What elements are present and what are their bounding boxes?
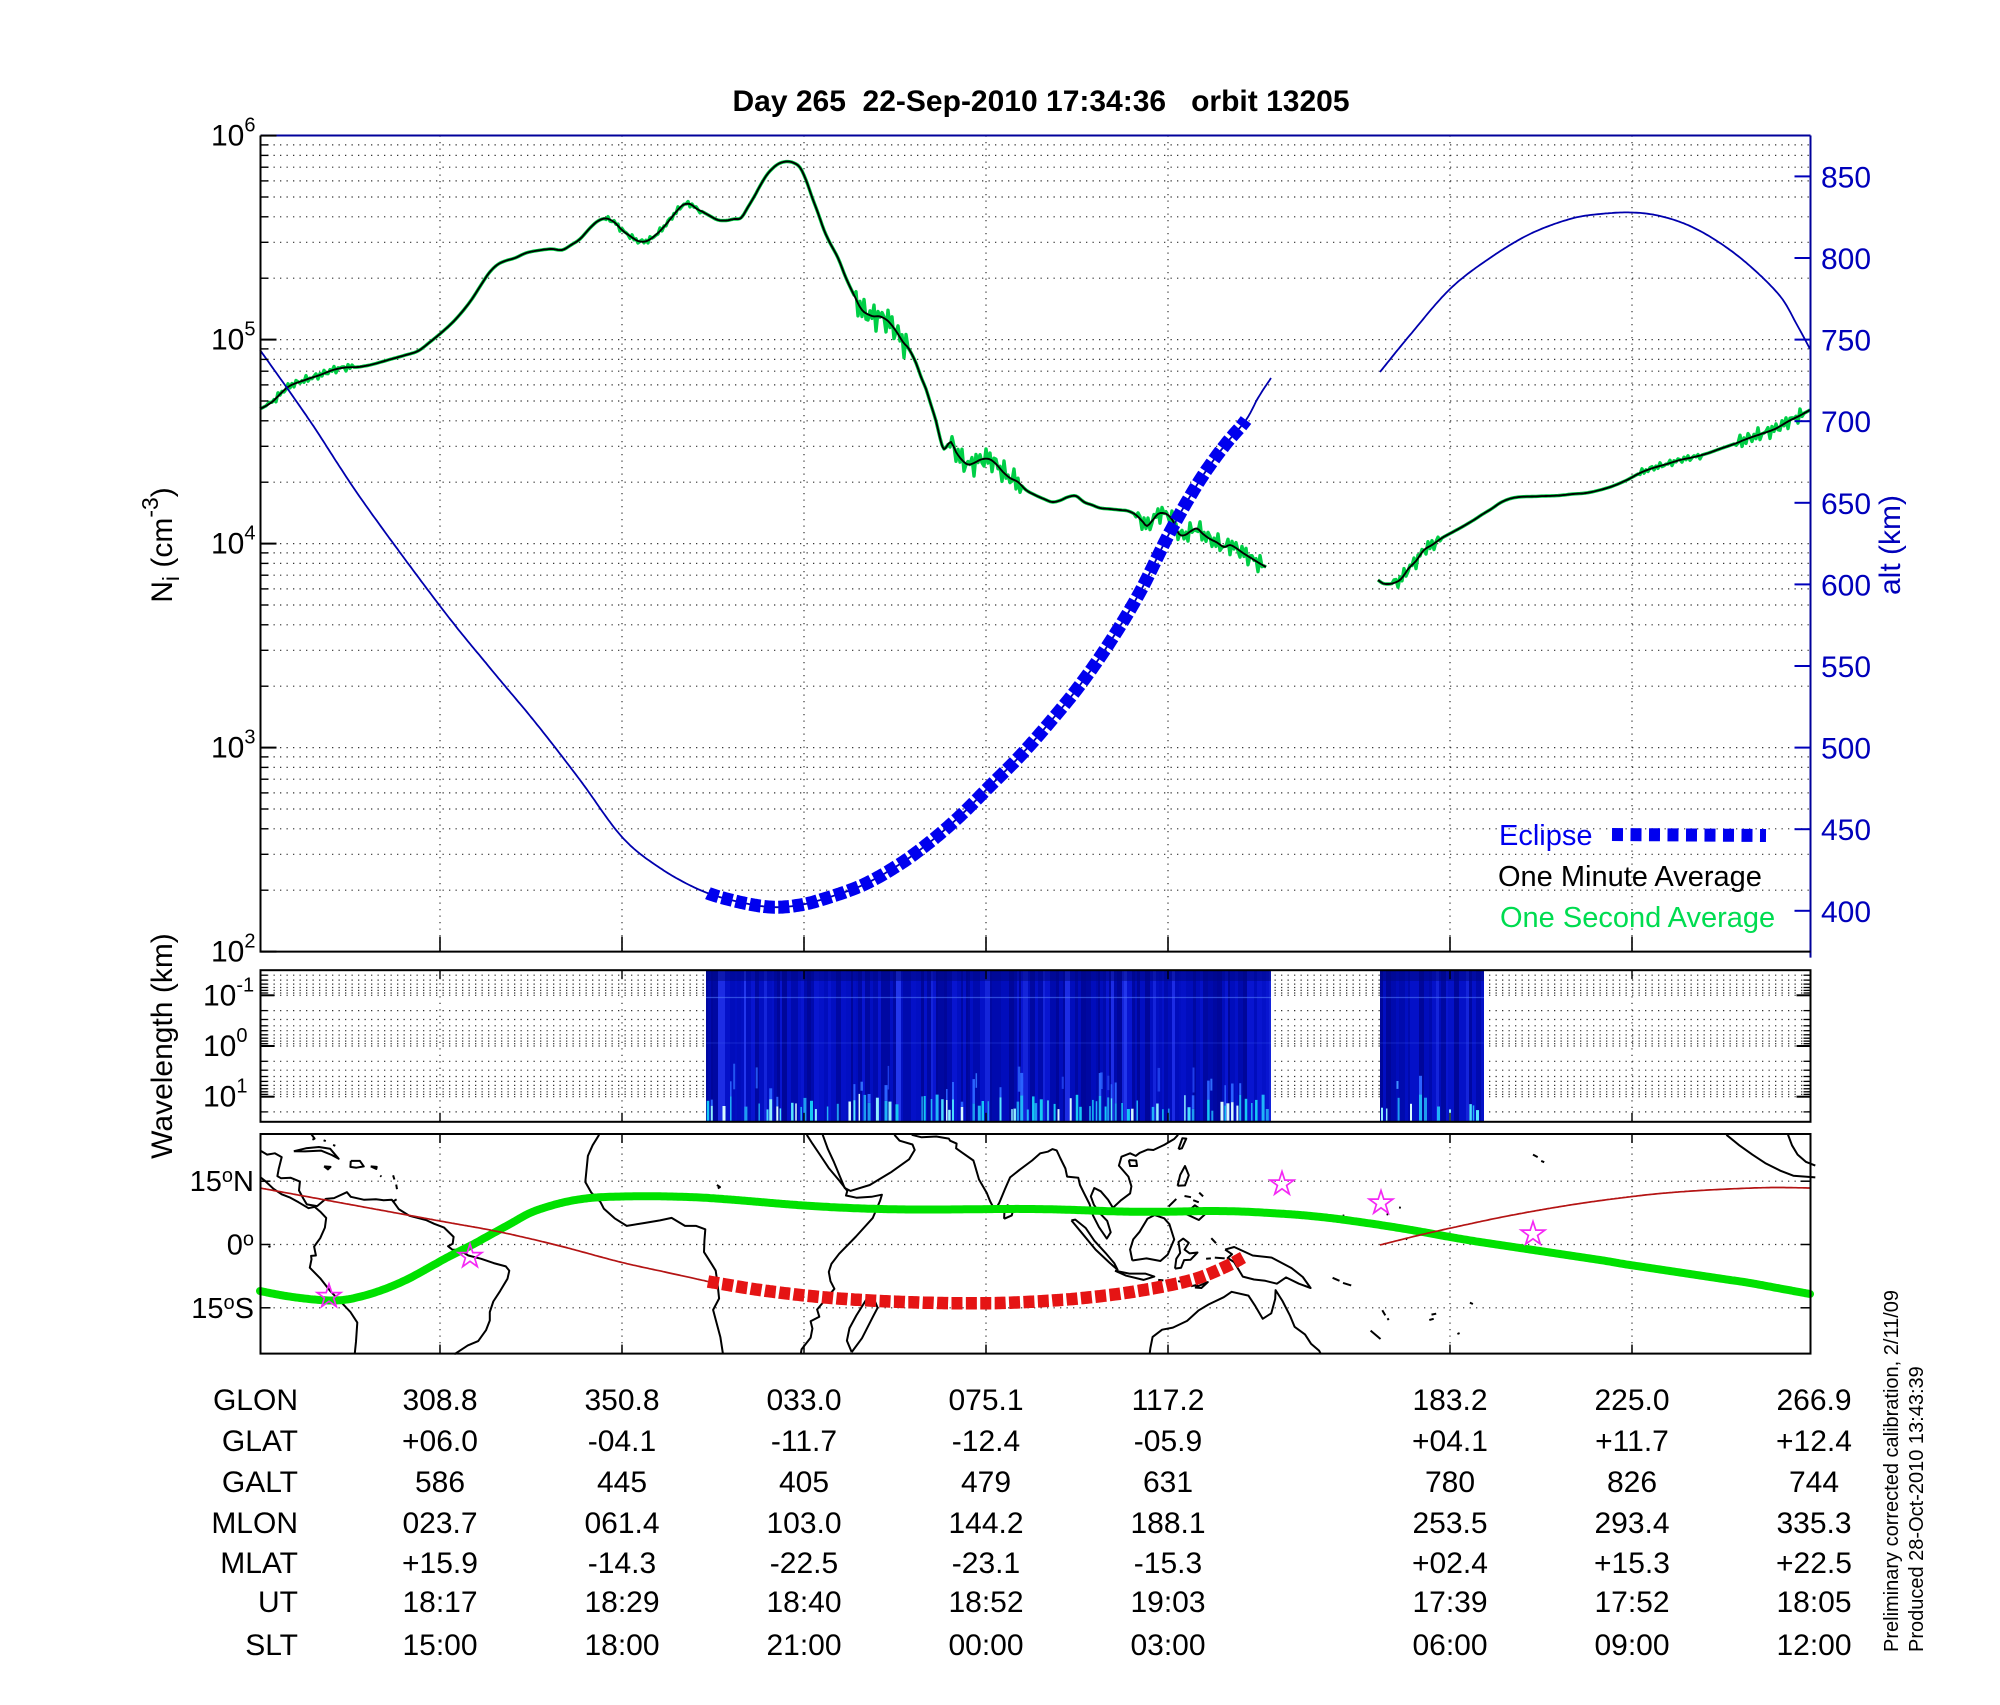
svg-text:188.1: 188.1 — [1130, 1507, 1205, 1540]
svg-text:MLON: MLON — [211, 1507, 298, 1540]
svg-text:253.5: 253.5 — [1412, 1507, 1487, 1540]
svg-text:17:52: 17:52 — [1594, 1586, 1669, 1619]
svg-text:550: 550 — [1821, 651, 1871, 684]
svg-text:780: 780 — [1425, 1466, 1475, 1499]
svg-text:19:03: 19:03 — [1130, 1586, 1205, 1619]
svg-text:405: 405 — [779, 1466, 829, 1499]
svg-text:103.0: 103.0 — [766, 1507, 841, 1540]
svg-text:800: 800 — [1821, 243, 1871, 276]
svg-text:09:00: 09:00 — [1594, 1629, 1669, 1662]
svg-text:-22.5: -22.5 — [770, 1547, 838, 1580]
svg-text:350.8: 350.8 — [584, 1384, 659, 1417]
svg-text:Day 265 22-Sep-2010 17:34:36: Day 265 22-Sep-2010 17:34:36 orbit 13205 — [732, 85, 1349, 118]
svg-text:Produced 28-Oct-2010 13:43:39: Produced 28-Oct-2010 13:43:39 — [1906, 1366, 1928, 1652]
svg-text:144.2: 144.2 — [948, 1507, 1023, 1540]
svg-text:100: 100 — [203, 1025, 248, 1063]
svg-text:15:00: 15:00 — [402, 1629, 477, 1662]
svg-text:15oS: 15oS — [191, 1292, 254, 1325]
svg-text:00:00: 00:00 — [948, 1629, 1023, 1662]
svg-text:18:17: 18:17 — [402, 1586, 477, 1619]
svg-text:104: 104 — [211, 523, 256, 561]
svg-text:600: 600 — [1821, 569, 1871, 602]
svg-text:15oN: 15oN — [190, 1165, 254, 1198]
svg-text:+04.1: +04.1 — [1412, 1425, 1488, 1458]
svg-text:0o: 0o — [227, 1229, 254, 1262]
svg-text:18:52: 18:52 — [948, 1586, 1023, 1619]
svg-text:850: 850 — [1821, 161, 1871, 194]
svg-text:826: 826 — [1607, 1466, 1657, 1499]
svg-text:266.9: 266.9 — [1776, 1384, 1851, 1417]
svg-text:18:40: 18:40 — [766, 1586, 841, 1619]
svg-text:+15.3: +15.3 — [1594, 1547, 1670, 1580]
svg-text:Wavelength (km): Wavelength (km) — [146, 933, 179, 1159]
svg-text:500: 500 — [1821, 733, 1871, 766]
svg-text:Eclipse: Eclipse — [1499, 820, 1593, 852]
svg-text:One Second Average: One Second Average — [1500, 902, 1775, 934]
svg-text:023.7: 023.7 — [402, 1507, 477, 1540]
svg-text:631: 631 — [1143, 1466, 1193, 1499]
svg-text:400: 400 — [1821, 896, 1871, 929]
svg-text:-23.1: -23.1 — [952, 1547, 1020, 1580]
svg-text:445: 445 — [597, 1466, 647, 1499]
svg-text:225.0: 225.0 — [1594, 1384, 1669, 1417]
svg-text:117.2: 117.2 — [1132, 1384, 1205, 1417]
svg-text:21:00: 21:00 — [766, 1629, 841, 1662]
svg-text:GLAT: GLAT — [222, 1425, 298, 1458]
svg-text:GLON: GLON — [213, 1384, 298, 1417]
svg-text:308.8: 308.8 — [402, 1384, 477, 1417]
svg-text:One Minute Average: One Minute Average — [1498, 861, 1762, 893]
svg-text:744: 744 — [1789, 1466, 1839, 1499]
svg-text:17:39: 17:39 — [1412, 1586, 1487, 1619]
svg-text:Preliminary corrected calibrat: Preliminary corrected calibration, 2/11/… — [1881, 1290, 1903, 1652]
svg-text:12:00: 12:00 — [1776, 1629, 1851, 1662]
svg-text:18:05: 18:05 — [1776, 1586, 1851, 1619]
svg-text:335.3: 335.3 — [1776, 1507, 1851, 1540]
svg-text:-14.3: -14.3 — [588, 1547, 656, 1580]
svg-text:+15.9: +15.9 — [402, 1547, 478, 1580]
svg-text:+22.5: +22.5 — [1776, 1547, 1852, 1580]
svg-text:-15.3: -15.3 — [1134, 1547, 1202, 1580]
svg-text:293.4: 293.4 — [1594, 1507, 1669, 1540]
svg-text:+12.4: +12.4 — [1776, 1425, 1852, 1458]
svg-text:750: 750 — [1821, 325, 1871, 358]
svg-text:+06.0: +06.0 — [402, 1425, 478, 1458]
svg-text:183.2: 183.2 — [1412, 1384, 1487, 1417]
svg-text:06:00: 06:00 — [1412, 1629, 1487, 1662]
svg-text:alt (km): alt (km) — [1874, 495, 1907, 595]
svg-text:18:00: 18:00 — [584, 1629, 659, 1662]
svg-text:MLAT: MLAT — [220, 1547, 298, 1580]
svg-text:18:29: 18:29 — [584, 1586, 659, 1619]
svg-text:-12.4: -12.4 — [952, 1425, 1020, 1458]
svg-text:03:00: 03:00 — [1130, 1629, 1205, 1662]
svg-text:GALT: GALT — [222, 1466, 298, 1499]
svg-text:700: 700 — [1821, 406, 1871, 439]
svg-text:-05.9: -05.9 — [1134, 1425, 1202, 1458]
svg-text:+02.4: +02.4 — [1412, 1547, 1488, 1580]
svg-text:-04.1: -04.1 — [588, 1425, 656, 1458]
svg-text:479: 479 — [961, 1466, 1011, 1499]
svg-text:+11.7: +11.7 — [1595, 1425, 1669, 1458]
svg-text:SLT: SLT — [245, 1629, 298, 1662]
svg-text:061.4: 061.4 — [584, 1507, 659, 1540]
svg-text:650: 650 — [1821, 488, 1871, 521]
svg-text:586: 586 — [415, 1466, 465, 1499]
svg-text:033.0: 033.0 — [766, 1384, 841, 1417]
svg-text:UT: UT — [258, 1586, 298, 1619]
svg-text:075.1: 075.1 — [948, 1384, 1023, 1417]
svg-text:-11.7: -11.7 — [771, 1425, 837, 1458]
svg-text:450: 450 — [1821, 814, 1871, 847]
